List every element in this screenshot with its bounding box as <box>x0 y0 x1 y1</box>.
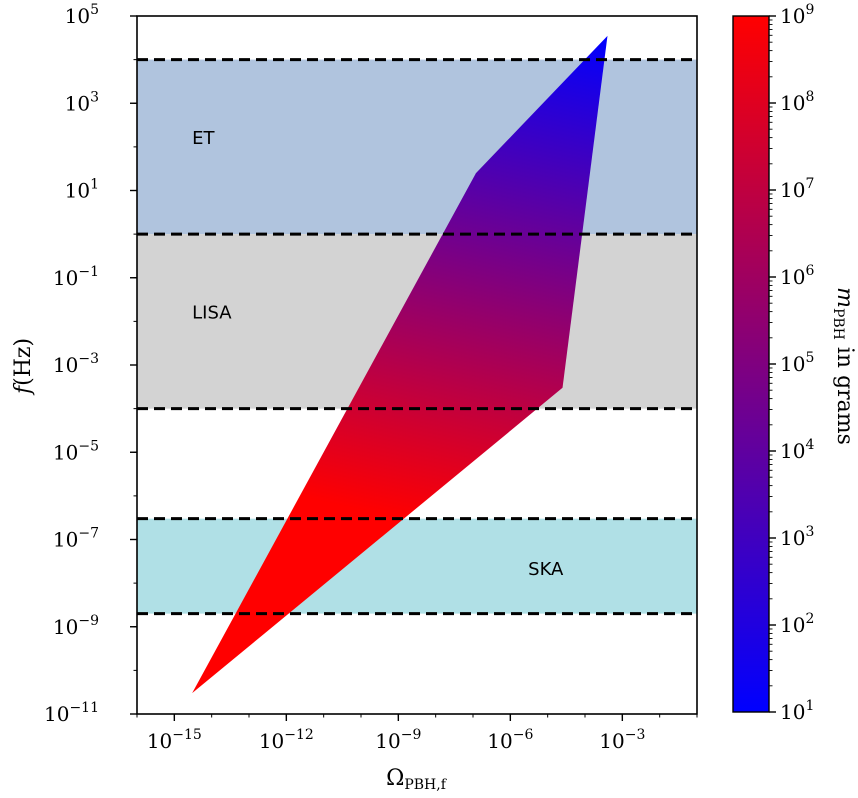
x-axis-label-subscript: PBH,f <box>404 777 447 793</box>
y-tick-label: 105 <box>65 2 99 28</box>
dashed-level-lines <box>137 58 697 616</box>
colorbar-tick-label-exponent: 7 <box>805 176 814 192</box>
y-tick-label-exponent: −7 <box>78 526 99 542</box>
band-label-ska: SKA <box>528 559 564 580</box>
colorbar-label-rest: in grams <box>832 340 857 445</box>
y-tick-label-exponent: −1 <box>78 264 99 280</box>
colorbar-tick-label-exponent: 8 <box>805 89 814 105</box>
colorbar-tick-label: 109 <box>780 2 814 28</box>
y-tick-label-base: 10 <box>53 266 78 290</box>
x-tick-label: 10−15 <box>147 727 202 753</box>
colorbar-label-subscript: PBH <box>830 308 846 340</box>
x-tick-label-base: 10 <box>487 729 512 753</box>
y-tick-label: 10−3 <box>53 351 99 377</box>
colorbar-tick-label-exponent: 2 <box>805 611 814 627</box>
colorbar-tick-label: 105 <box>780 350 814 376</box>
y-tick-label: 10−11 <box>44 700 99 726</box>
colorbar-tick-label-base: 10 <box>780 700 805 724</box>
band-label-lisa: LISA <box>192 303 232 324</box>
colorbar-tick-label-base: 10 <box>780 526 805 550</box>
y-tick-label: 10−9 <box>53 613 99 639</box>
y-tick-label-base: 10 <box>65 179 90 203</box>
x-axis-ticks: 10−15 10−12 10−9 10−6 10−3 <box>136 714 698 753</box>
x-tick-label: 10−6 <box>487 727 533 753</box>
y-tick-label-exponent: −9 <box>78 613 99 629</box>
y-tick-label: 10−5 <box>53 438 99 464</box>
x-tick-label-base: 10 <box>375 729 400 753</box>
colorbar-tick-label: 101 <box>780 698 814 724</box>
colorbar-tick-label-exponent: 9 <box>805 2 814 18</box>
colorbar-tick-label-base: 10 <box>780 265 805 289</box>
y-tick-label-exponent: 3 <box>90 89 99 105</box>
x-tick-label-exponent: −9 <box>401 727 422 743</box>
y-axis-label-unit: (Hz) <box>11 338 36 386</box>
colorbar-tick-label-base: 10 <box>780 613 805 637</box>
y-tick-label-exponent: −3 <box>78 351 99 367</box>
band-labels: ET LISA SKA <box>192 128 564 580</box>
y-tick-label-exponent: −5 <box>78 438 99 454</box>
x-tick-label-base: 10 <box>147 729 172 753</box>
colorbar-tick-label-base: 10 <box>780 178 805 202</box>
x-tick-label-exponent: −6 <box>513 727 534 743</box>
y-tick-label-base: 10 <box>53 353 78 377</box>
x-axis-label: ΩPBH,f <box>386 766 448 793</box>
colorbar-tick-label-base: 10 <box>780 352 805 376</box>
colorbar-tick-label-exponent: 6 <box>805 263 814 279</box>
x-tick-label-exponent: −12 <box>284 727 314 743</box>
colorbar-tick-label-exponent: 1 <box>805 698 814 714</box>
x-tick-label-exponent: −15 <box>172 727 202 743</box>
y-tick-label-exponent: 5 <box>90 2 99 18</box>
y-tick-label-exponent: −11 <box>69 700 99 716</box>
x-tick-label-base: 10 <box>259 729 284 753</box>
y-tick-label: 10−7 <box>53 526 99 552</box>
y-tick-label-exponent: 1 <box>90 177 99 193</box>
colorbar-tick-label-base: 10 <box>780 439 805 463</box>
colorbar-tick-label: 103 <box>780 524 814 550</box>
colorbar-tick-label: 102 <box>780 611 814 637</box>
y-tick-label-base: 10 <box>65 4 90 28</box>
y-tick-label-base: 10 <box>44 702 69 726</box>
y-tick-label-base: 10 <box>53 615 78 639</box>
y-tick-label: 101 <box>65 177 99 203</box>
band-ska <box>137 518 697 614</box>
colorbar-tick-label-base: 10 <box>780 4 805 28</box>
colorbar-tick-label-exponent: 4 <box>805 437 814 453</box>
y-axis-label: f(Hz) <box>11 338 36 396</box>
pbh-region <box>192 35 608 694</box>
x-tick-label-exponent: −3 <box>625 727 646 743</box>
colorbar-tick-label: 106 <box>780 263 814 289</box>
band-label-et: ET <box>192 128 215 149</box>
band-et <box>137 59 697 235</box>
x-tick-label: 10−3 <box>599 727 645 753</box>
colorbar-tick-label-exponent: 3 <box>805 524 814 540</box>
colorbar-tick-label: 104 <box>780 437 814 463</box>
x-tick-label-base: 10 <box>599 729 624 753</box>
x-axis-label-main: Ω <box>386 766 404 791</box>
colorbar-tick-label-base: 10 <box>780 91 805 115</box>
x-tick-label: 10−9 <box>375 727 421 753</box>
colorbar-tick-label: 108 <box>780 89 814 115</box>
y-tick-label: 10−1 <box>53 264 99 290</box>
y-tick-label-base: 10 <box>65 91 90 115</box>
y-tick-label-base: 10 <box>53 528 78 552</box>
colorbar-tick-label: 107 <box>780 176 814 202</box>
colorbar-label: mPBH in grams <box>830 287 857 445</box>
y-tick-label: 103 <box>65 89 99 115</box>
colorbar-label-main: m <box>832 287 857 308</box>
colorbar-tick-label-exponent: 5 <box>805 350 814 366</box>
colorbar <box>732 15 770 713</box>
y-tick-label-base: 10 <box>53 440 78 464</box>
x-tick-label: 10−12 <box>259 727 314 753</box>
pbh-region-layer <box>192 35 608 694</box>
